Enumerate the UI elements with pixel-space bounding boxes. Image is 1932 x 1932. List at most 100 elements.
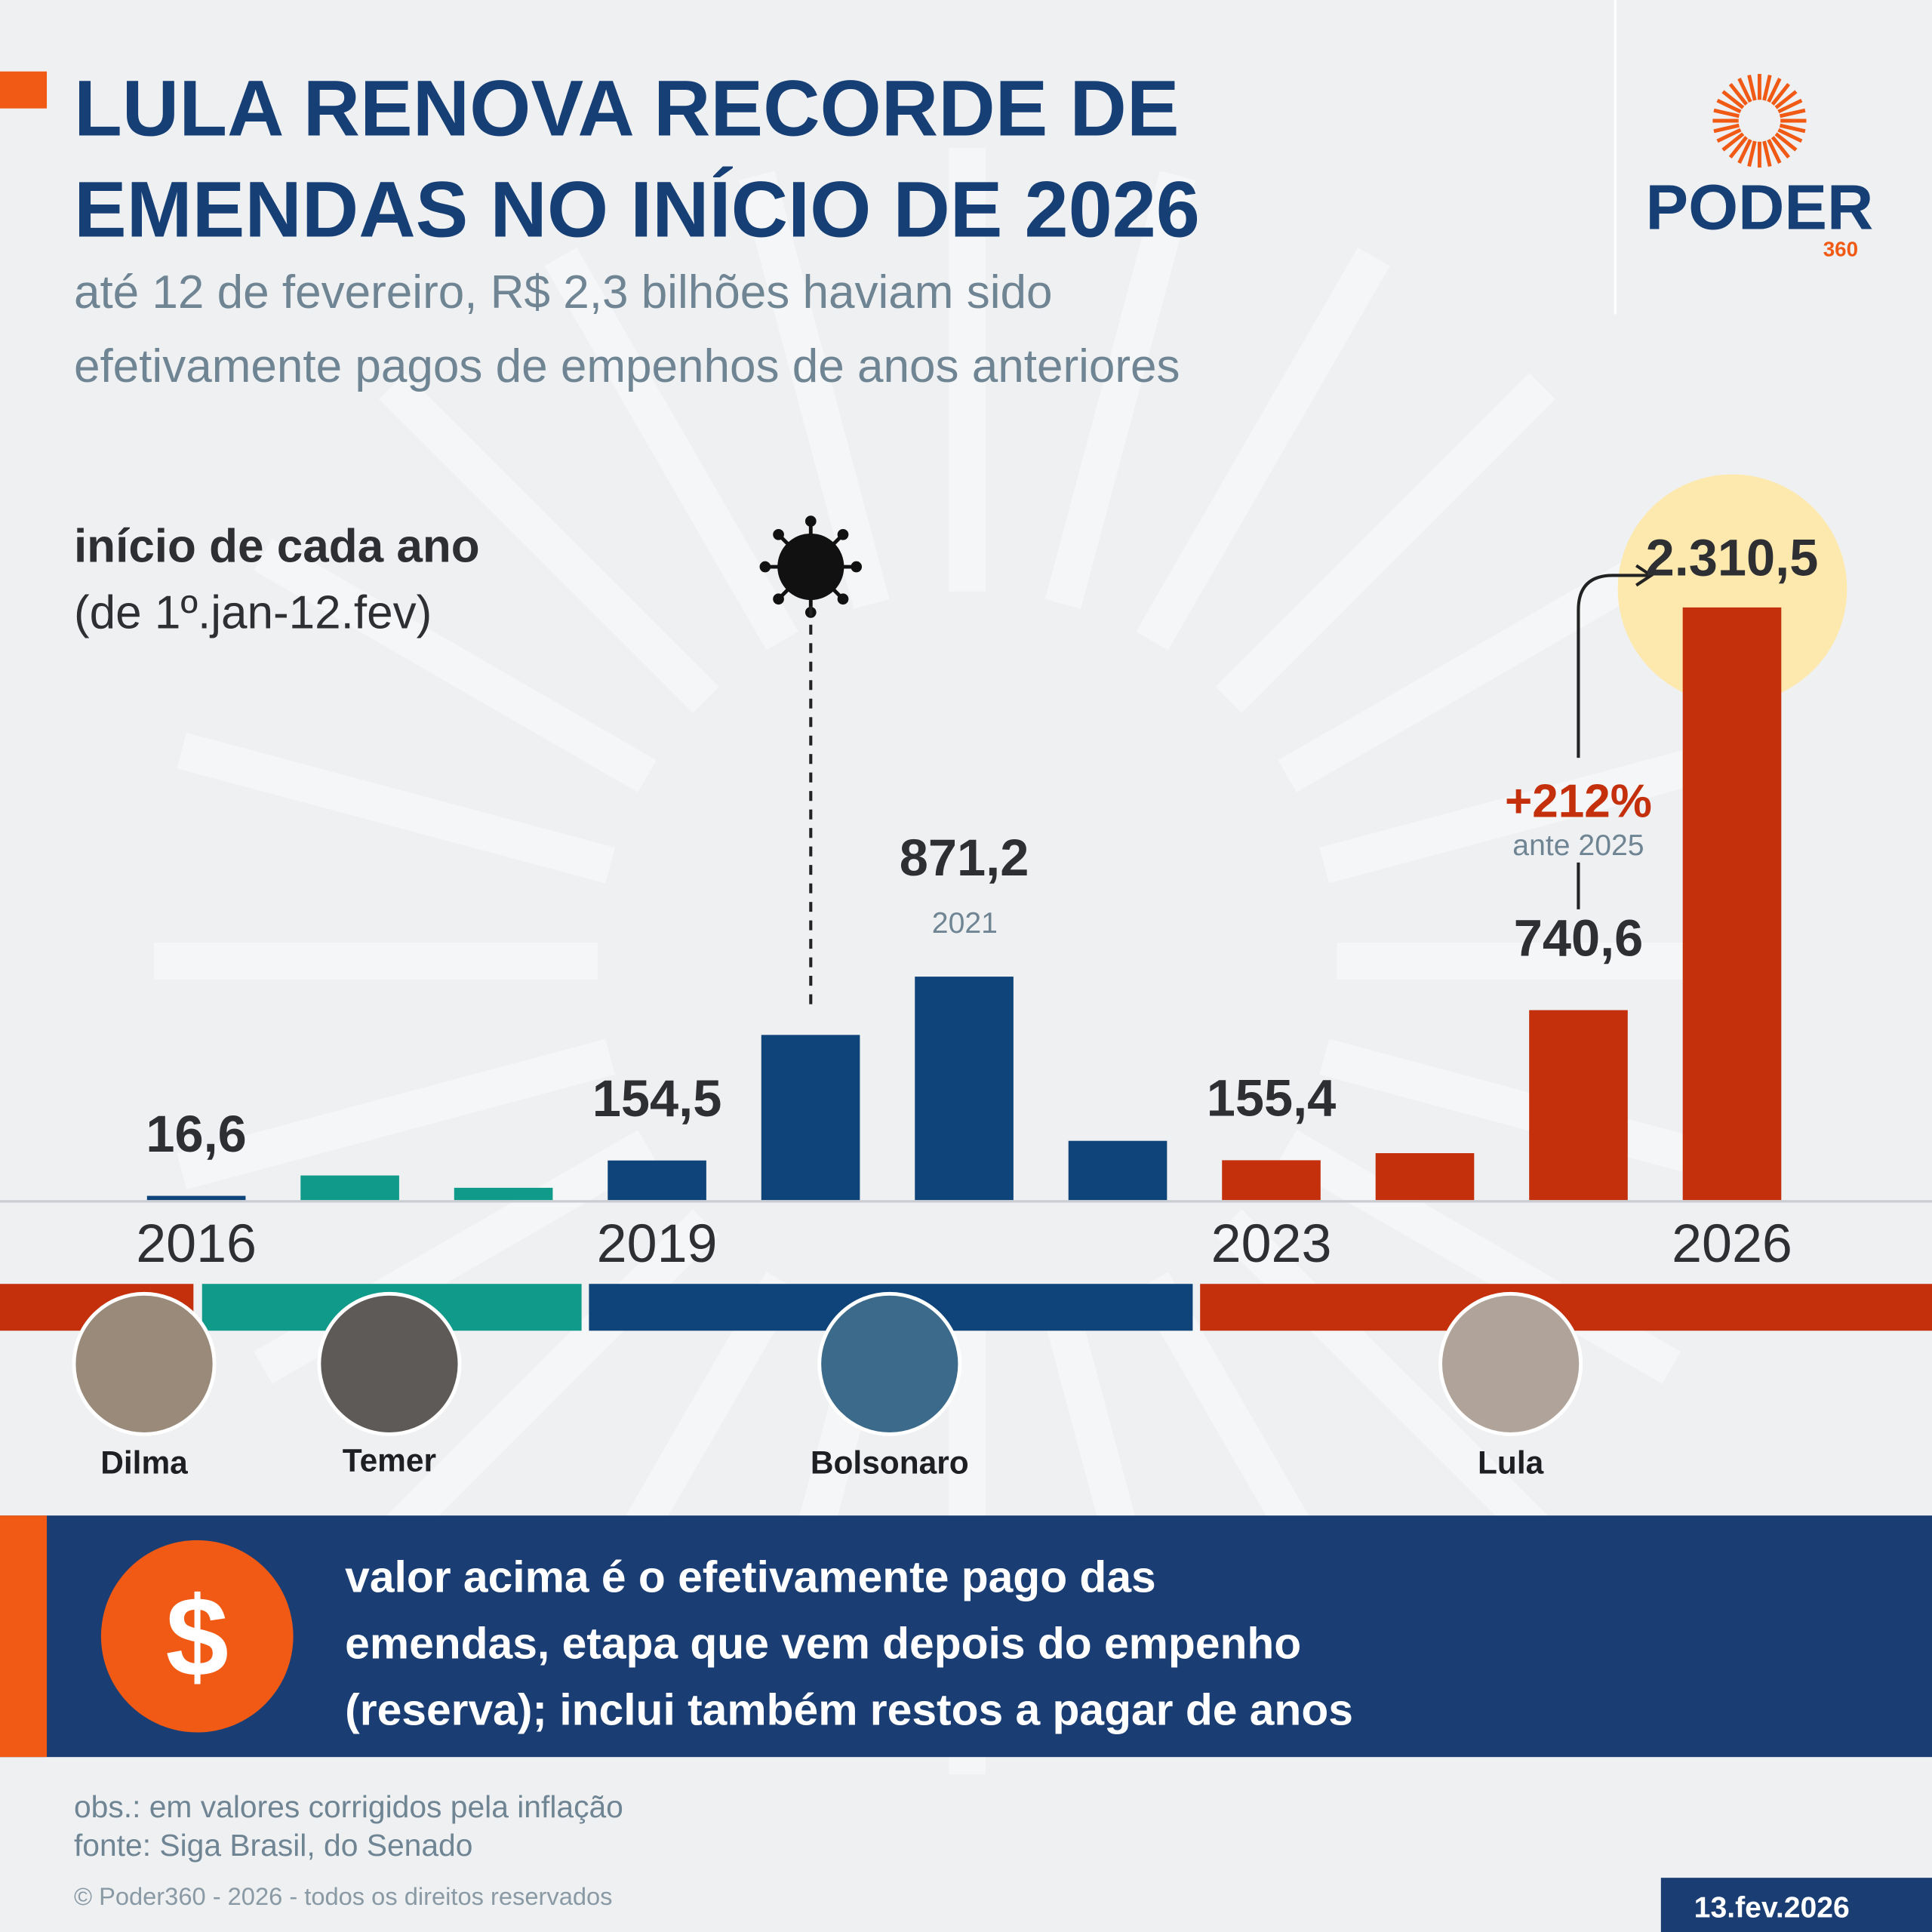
logo-ray [1767, 138, 1782, 164]
note-icon [100, 1540, 294, 1733]
logo-ray [1774, 90, 1798, 109]
logo-ray [1721, 90, 1745, 109]
axis-subtitle: (de 1º.jan-12.fev) [74, 587, 432, 639]
value-label: 871,2 [900, 829, 1029, 887]
bars: 16,6 2016 154,5 2019 871,2 155,4 2023 740,6 2.31… [136, 528, 1818, 1273]
value-label: 155,4 [1207, 1069, 1337, 1128]
logo-ray [1728, 82, 1749, 106]
note-line: valor acima é o efetivamente pago das [345, 1552, 1156, 1601]
virus-tip [851, 561, 863, 573]
note-line: (reserva); inclui também restos a pagar … [345, 1686, 1353, 1735]
logo-ray [1713, 123, 1740, 134]
bar [454, 1187, 553, 1201]
logo-ray [1767, 78, 1782, 103]
virus-tip [773, 528, 784, 540]
change-label: +212% [1505, 775, 1652, 827]
logo-ray [1747, 140, 1757, 168]
year-note: 2021 [932, 907, 998, 940]
virus-tip [759, 561, 771, 573]
ray [379, 1209, 719, 1549]
note-accent [0, 1515, 48, 1758]
bar [1529, 1010, 1628, 1201]
x-tick-label: 2026 [1672, 1214, 1792, 1274]
value-label: 154,5 [592, 1069, 722, 1128]
bar [1068, 1140, 1168, 1201]
title-line: EMENDAS NO INÍCIO DE 2026 [74, 165, 1200, 254]
accent [0, 71, 48, 109]
bar [146, 1195, 246, 1201]
president-name: Bolsonaro [811, 1445, 969, 1481]
ray [1044, 171, 1196, 609]
date-box [1660, 1878, 1932, 1932]
value-label: 2.310,5 [1646, 528, 1819, 586]
bar [761, 1035, 860, 1201]
highlight [1617, 474, 1847, 704]
logo-ray [1713, 108, 1740, 118]
ray [1278, 538, 1681, 792]
bar [915, 977, 1014, 1201]
x-tick-label: 2023 [1211, 1214, 1332, 1274]
virus-icon [759, 515, 863, 618]
logo-ray [1762, 140, 1772, 168]
president-name: Temer [343, 1442, 436, 1478]
note-box [0, 1515, 1932, 1758]
value-label: 740,6 [1514, 909, 1644, 968]
ray [379, 373, 719, 713]
virus-tip [804, 515, 817, 527]
logo-icon [1712, 73, 1807, 168]
ray [1215, 373, 1555, 713]
value-label: 16,6 [146, 1105, 246, 1163]
ray [177, 1038, 615, 1190]
logo-ray [1779, 108, 1806, 118]
x-tick-label: 2016 [136, 1214, 257, 1274]
arrow [1577, 574, 1649, 758]
virus-tip [837, 593, 849, 605]
ray [739, 171, 890, 609]
ray [254, 538, 657, 792]
logo-ray [1716, 98, 1742, 114]
footer-source: fonte: Siga Brasil, do Senado [74, 1828, 472, 1863]
note-symbol: $ [165, 1573, 229, 1700]
bar [1682, 607, 1782, 1201]
ray [177, 732, 615, 884]
logo-ray [1728, 136, 1749, 159]
ray [544, 248, 798, 651]
logo-ray [1716, 128, 1742, 143]
logo-ray [1777, 128, 1803, 143]
portraits [72, 1291, 1583, 1436]
subtitle-line: até 12 de fevereiro, R$ 2,3 bilhões havi… [74, 266, 1053, 318]
ray [1215, 1209, 1555, 1549]
subtitle-line: efetivamente pagos de empenhos de anos a… [74, 340, 1180, 392]
axis-title: início de cada ano [74, 520, 480, 572]
logo-sub: 360 [1823, 238, 1858, 261]
president-name: Dilma [100, 1445, 188, 1481]
footer-obs: obs.: em valores corrigidos pela inflaçã… [74, 1789, 623, 1824]
arrow-head [1635, 564, 1654, 587]
logo-ray [1770, 136, 1791, 159]
logo-ray [1770, 82, 1791, 106]
logo-ray [1774, 132, 1798, 152]
change-note: ante 2025 [1512, 829, 1644, 862]
logo: PODER [1646, 171, 1874, 243]
logo-ray [1777, 98, 1803, 114]
ray [1319, 732, 1758, 884]
title-line: LULA RENOVA RECORDE DE [74, 65, 1180, 153]
copyright: © Poder360 - 2026 - todos os direitos re… [74, 1882, 613, 1910]
virus-tip [773, 593, 784, 605]
logo-ray [1762, 74, 1772, 101]
bar [300, 1175, 399, 1201]
logo-ray [1737, 78, 1752, 103]
virus-tip [837, 528, 849, 540]
date: 13.fev.2026 [1694, 1891, 1850, 1924]
bar [1375, 1153, 1475, 1201]
x-tick-label: 2019 [597, 1214, 718, 1274]
bar [1222, 1160, 1321, 1201]
note-line: emendas, etapa que vem depois do empenho [345, 1620, 1301, 1669]
ray [1136, 248, 1390, 651]
logo-ray [1779, 123, 1806, 134]
president-name: Lula [1478, 1445, 1544, 1481]
bar [608, 1160, 706, 1201]
logo-ray [1737, 138, 1752, 164]
